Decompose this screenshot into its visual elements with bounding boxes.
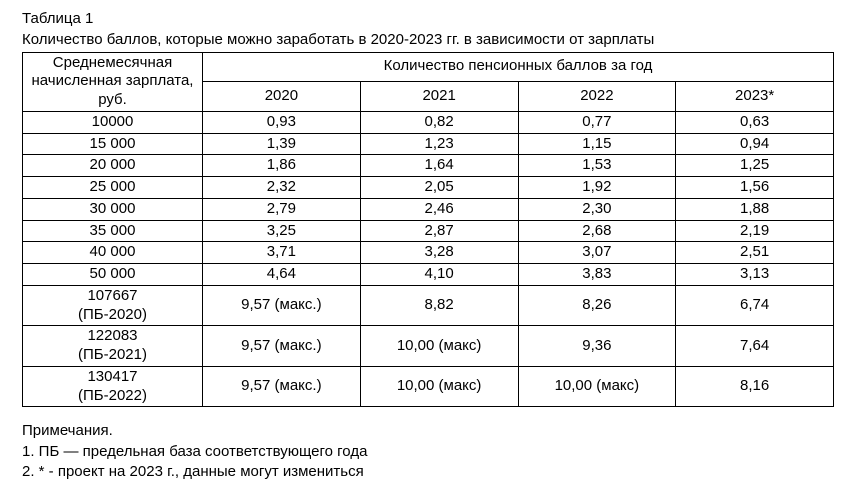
table-row: 15 000 1,39 1,23 1,15 0,94 <box>23 133 834 155</box>
cell-value: 9,36 <box>518 326 676 367</box>
cell-salary: 30 000 <box>23 198 203 220</box>
table-row: 10000 0,93 0,82 0,77 0,63 <box>23 111 834 133</box>
note-item: 2. * - проект на 2023 г., данные могут и… <box>22 462 834 482</box>
table-header-row-1: Среднемесячная начисленная зарплата, руб… <box>23 52 834 82</box>
table-row: 25 000 2,32 2,05 1,92 1,56 <box>23 177 834 199</box>
col-header-year: 2021 <box>360 82 518 112</box>
cell-value: 1,53 <box>518 155 676 177</box>
cell-salary: 25 000 <box>23 177 203 199</box>
table-row: 50 000 4,64 4,10 3,83 3,13 <box>23 264 834 286</box>
cell-salary: 20 000 <box>23 155 203 177</box>
cell-value: 1,88 <box>676 198 834 220</box>
cell-salary: 15 000 <box>23 133 203 155</box>
cell-value: 10,00 (макс) <box>360 326 518 367</box>
col-header-year: 2022 <box>518 82 676 112</box>
cell-value: 0,93 <box>203 111 361 133</box>
cell-value: 3,71 <box>203 242 361 264</box>
col-header-salary: Среднемесячная начисленная зарплата, руб… <box>23 52 203 111</box>
cell-value: 0,77 <box>518 111 676 133</box>
cell-value: 0,63 <box>676 111 834 133</box>
cell-value: 2,05 <box>360 177 518 199</box>
table-row: 107667(ПБ-2020) 9,57 (макс.) 8,82 8,26 6… <box>23 285 834 326</box>
cell-value: 8,82 <box>360 285 518 326</box>
table-row: 35 000 3,25 2,87 2,68 2,19 <box>23 220 834 242</box>
col-header-points-group: Количество пенсионных баллов за год <box>203 52 834 82</box>
cell-salary: 40 000 <box>23 242 203 264</box>
cell-value: 2,32 <box>203 177 361 199</box>
cell-value: 2,79 <box>203 198 361 220</box>
cell-value: 1,86 <box>203 155 361 177</box>
cell-value: 2,51 <box>676 242 834 264</box>
cell-value: 1,92 <box>518 177 676 199</box>
cell-value: 4,10 <box>360 264 518 286</box>
cell-value: 1,64 <box>360 155 518 177</box>
cell-value: 3,83 <box>518 264 676 286</box>
cell-salary: 10000 <box>23 111 203 133</box>
cell-salary: 130417(ПБ-2022) <box>23 366 203 407</box>
notes-heading: Примечания. <box>22 421 834 441</box>
table-row: 30 000 2,79 2,46 2,30 1,88 <box>23 198 834 220</box>
cell-value: 3,13 <box>676 264 834 286</box>
cell-value: 7,64 <box>676 326 834 367</box>
cell-value: 10,00 (макс) <box>360 366 518 407</box>
cell-value: 1,39 <box>203 133 361 155</box>
cell-value: 8,16 <box>676 366 834 407</box>
table-caption: Количество баллов, которые можно заработ… <box>22 31 834 50</box>
cell-value: 10,00 (макс) <box>518 366 676 407</box>
cell-value: 2,30 <box>518 198 676 220</box>
notes-block: Примечания. 1. ПБ — предельная база соот… <box>22 421 834 482</box>
cell-value: 8,26 <box>518 285 676 326</box>
table-row: 130417(ПБ-2022) 9,57 (макс.) 10,00 (макс… <box>23 366 834 407</box>
cell-salary: 107667(ПБ-2020) <box>23 285 203 326</box>
col-header-year: 2020 <box>203 82 361 112</box>
cell-value: 9,57 (макс.) <box>203 285 361 326</box>
table-row: 40 000 3,71 3,28 3,07 2,51 <box>23 242 834 264</box>
cell-value: 9,57 (макс.) <box>203 326 361 367</box>
cell-value: 3,28 <box>360 242 518 264</box>
table-row: 122083(ПБ-2021) 9,57 (макс.) 10,00 (макс… <box>23 326 834 367</box>
cell-salary: 122083(ПБ-2021) <box>23 326 203 367</box>
cell-value: 2,19 <box>676 220 834 242</box>
cell-value: 2,68 <box>518 220 676 242</box>
cell-value: 0,82 <box>360 111 518 133</box>
cell-value: 3,25 <box>203 220 361 242</box>
cell-value: 2,87 <box>360 220 518 242</box>
note-item: 1. ПБ — предельная база соответствующего… <box>22 442 834 462</box>
table-number: Таблица 1 <box>22 10 834 29</box>
cell-salary: 35 000 <box>23 220 203 242</box>
cell-value: 6,74 <box>676 285 834 326</box>
cell-value: 3,07 <box>518 242 676 264</box>
cell-value: 1,23 <box>360 133 518 155</box>
cell-value: 0,94 <box>676 133 834 155</box>
cell-value: 1,15 <box>518 133 676 155</box>
cell-salary: 50 000 <box>23 264 203 286</box>
table-row: 20 000 1,86 1,64 1,53 1,25 <box>23 155 834 177</box>
cell-value: 4,64 <box>203 264 361 286</box>
cell-value: 1,25 <box>676 155 834 177</box>
table-body: 10000 0,93 0,82 0,77 0,63 15 000 1,39 1,… <box>23 111 834 407</box>
col-header-year: 2023* <box>676 82 834 112</box>
cell-value: 9,57 (макс.) <box>203 366 361 407</box>
pension-points-table: Среднемесячная начисленная зарплата, руб… <box>22 52 834 408</box>
cell-value: 2,46 <box>360 198 518 220</box>
cell-value: 1,56 <box>676 177 834 199</box>
